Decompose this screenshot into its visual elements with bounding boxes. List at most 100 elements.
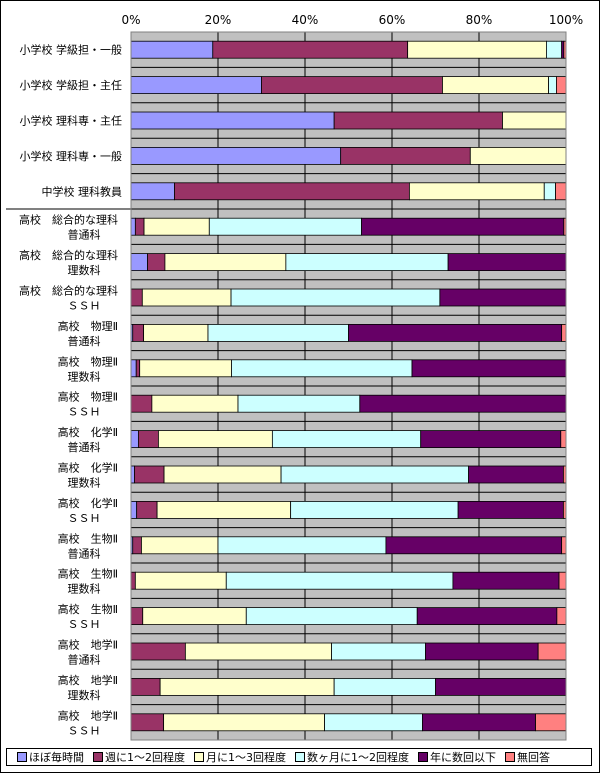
x-tick-label: 20%: [205, 13, 232, 27]
bar-segment: [560, 430, 567, 448]
bar-segment: [134, 217, 145, 236]
bar-segment: [159, 678, 335, 696]
bar-segment: [561, 536, 567, 555]
bar-segment: [164, 253, 287, 271]
bar-segment: [333, 678, 436, 696]
bar-segment: [558, 571, 567, 590]
bar-segment: [130, 182, 175, 201]
x-tick-label: 40%: [292, 13, 319, 27]
x-tick-label: 100%: [549, 13, 583, 27]
bar-segment: [237, 394, 361, 413]
category-label: 高校 地学Ⅱ: [58, 638, 118, 652]
legend-swatch: [17, 752, 27, 762]
category-label: 高校 化学Ⅱ: [58, 425, 118, 439]
category-label: 小学校 学級担・一般: [20, 43, 123, 57]
bar-segment: [261, 76, 443, 94]
legend-swatch: [295, 752, 305, 762]
bar-segment: [130, 147, 342, 165]
legend-swatch: [505, 752, 515, 762]
bar-segment: [147, 253, 166, 271]
bar-segment: [130, 465, 135, 484]
bar-segment: [439, 288, 567, 307]
legend: ほぼ毎時間 週に1～2回程度 月に1～3回程度 数ヶ月に1～2回程度 年に数回以下 無回答: [6, 748, 592, 766]
bar-segment: [245, 607, 418, 625]
bar-segment: [212, 40, 409, 59]
bar-segment: [385, 536, 563, 555]
bar-segment: [348, 324, 563, 342]
bar-segment: [163, 713, 325, 732]
bar-segment: [537, 642, 567, 661]
bar-segment: [208, 217, 362, 236]
bar-segment: [137, 430, 159, 448]
bar-segment: [447, 253, 567, 271]
category-label: 小学校 理科専・一般: [20, 149, 123, 163]
legend-swatch: [93, 752, 103, 762]
legend-label: 週に1～2回程度: [105, 751, 185, 764]
category-label: 小学校 理科専・主任: [20, 114, 123, 128]
bar-segment: [130, 40, 214, 59]
category-sublabel: 普通科: [68, 334, 101, 348]
bar-segment: [271, 430, 422, 448]
bar-segment: [130, 288, 143, 307]
bar-segment: [134, 571, 227, 590]
bar-segment: [435, 678, 567, 696]
category-label: 高校 生物Ⅱ: [58, 531, 118, 545]
category-label: 高校 総合的な理科: [19, 213, 118, 227]
bar-segment: [535, 713, 567, 732]
category-label: 高校 化学Ⅱ: [58, 496, 118, 510]
bar-segment: [340, 147, 471, 165]
bar-segment: [135, 359, 141, 378]
category-sublabel: ＳＳＨ: [68, 406, 101, 419]
x-tick-label: 80%: [466, 13, 493, 27]
legend-item: 週に1～2回程度: [93, 749, 185, 765]
legend-label: 無回答: [517, 751, 550, 764]
x-tick-label: 0%: [121, 13, 140, 27]
bar-segment: [141, 536, 219, 555]
category-label: 高校 地学Ⅱ: [58, 673, 118, 687]
bar-segment: [425, 642, 539, 661]
bar-segment: [333, 111, 503, 130]
bar-segment: [452, 571, 560, 590]
bar-segment: [442, 76, 549, 94]
category-sublabel: 理数科: [68, 369, 101, 383]
legend-item: 年に数回以下: [418, 749, 496, 765]
bar-segment: [136, 501, 158, 519]
bar-segment: [130, 217, 136, 236]
bar-segment: [139, 359, 232, 378]
category-label: 高校 生物Ⅱ: [58, 567, 118, 581]
bar-segment: [130, 394, 153, 413]
category-label: 高校 総合的な理科: [19, 284, 118, 298]
category-label: 高校 地学Ⅱ: [58, 708, 118, 722]
bar-segment: [151, 394, 239, 413]
bar-segment: [416, 607, 558, 625]
bar-segment: [285, 253, 449, 271]
category-label: 高校 物理Ⅱ: [58, 319, 118, 333]
bar-segment: [359, 394, 567, 413]
bar-segment: [361, 217, 565, 236]
category-sublabel: ＳＳＨ: [68, 618, 101, 631]
bar-segment: [556, 76, 567, 94]
category-sublabel: ＳＳＨ: [68, 300, 101, 313]
category-sublabel: ＳＳＨ: [68, 724, 101, 737]
category-label: 高校 化学Ⅱ: [58, 461, 118, 475]
bar-segment: [225, 571, 454, 590]
bar-segment: [543, 182, 556, 201]
bar-segment: [469, 147, 567, 165]
bar-segment: [143, 217, 210, 236]
bar-segment: [217, 536, 387, 555]
bar-segment: [130, 678, 161, 696]
legend-item: ほぼ毎時間: [17, 749, 84, 765]
bar-segment: [324, 713, 423, 732]
bar-segment: [130, 607, 144, 625]
category-label: 高校 生物Ⅱ: [58, 602, 118, 616]
bar-segment: [468, 465, 564, 484]
legend-item: 月に1～3回程度: [194, 749, 286, 765]
category-sublabel: 普通科: [68, 546, 101, 560]
bar-segment: [156, 501, 292, 519]
plot-border: [130, 31, 567, 741]
category-sublabel: ＳＳＨ: [68, 512, 101, 525]
bar-segment: [130, 642, 186, 661]
bar-segment: [163, 465, 282, 484]
bar-segment: [158, 430, 273, 448]
bar-segment: [130, 76, 262, 94]
